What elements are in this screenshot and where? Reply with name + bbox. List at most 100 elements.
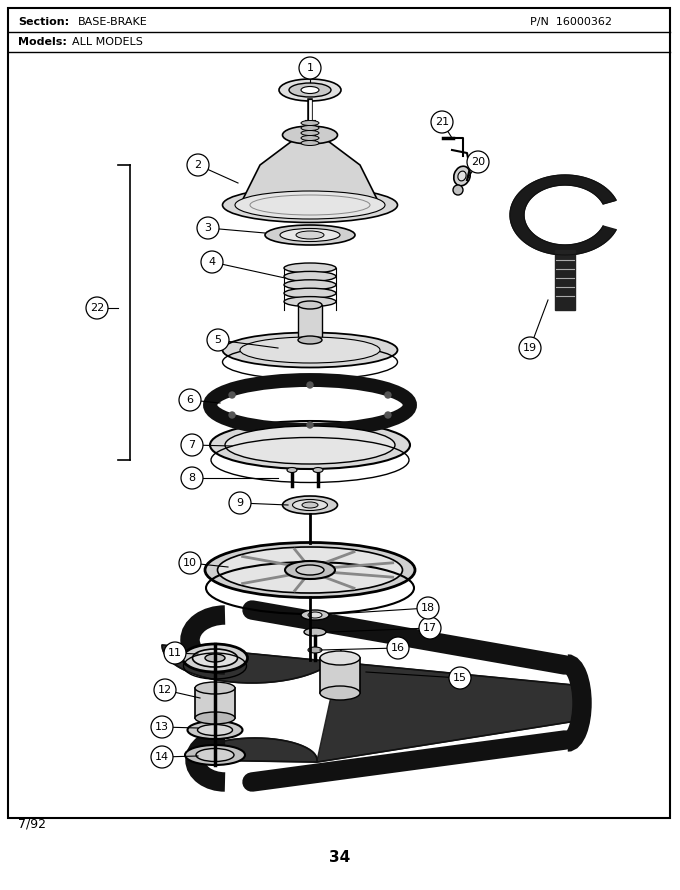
Ellipse shape: [301, 120, 319, 125]
Circle shape: [164, 642, 186, 664]
Polygon shape: [510, 175, 616, 255]
Text: BASE-BRAKE: BASE-BRAKE: [78, 17, 148, 27]
Circle shape: [385, 392, 391, 398]
Circle shape: [179, 389, 201, 411]
Ellipse shape: [284, 288, 336, 298]
Ellipse shape: [313, 467, 323, 473]
Circle shape: [229, 492, 251, 514]
Text: 6: 6: [186, 395, 194, 405]
Text: 7: 7: [188, 440, 196, 450]
Bar: [298, 305, 322, 340]
Circle shape: [179, 552, 201, 574]
Text: 10: 10: [183, 558, 197, 568]
Circle shape: [201, 251, 223, 273]
Ellipse shape: [301, 131, 319, 135]
Ellipse shape: [218, 547, 403, 593]
Text: 34: 34: [329, 851, 351, 865]
Text: 16: 16: [391, 643, 405, 653]
Ellipse shape: [185, 745, 245, 765]
Circle shape: [307, 422, 313, 428]
Text: 9: 9: [237, 498, 243, 508]
Circle shape: [229, 412, 235, 418]
Circle shape: [419, 617, 441, 639]
Ellipse shape: [192, 649, 237, 667]
Circle shape: [187, 154, 209, 176]
Ellipse shape: [222, 188, 398, 222]
Circle shape: [197, 217, 219, 239]
Text: 20: 20: [471, 157, 485, 167]
Circle shape: [453, 185, 463, 195]
Ellipse shape: [188, 721, 243, 739]
Text: 13: 13: [155, 722, 169, 732]
Ellipse shape: [296, 231, 324, 239]
Ellipse shape: [225, 426, 395, 464]
Ellipse shape: [320, 686, 360, 700]
Ellipse shape: [302, 502, 318, 508]
Ellipse shape: [205, 654, 225, 662]
Ellipse shape: [301, 141, 319, 145]
Text: 3: 3: [205, 223, 211, 233]
Ellipse shape: [210, 421, 410, 469]
Circle shape: [151, 716, 173, 738]
Ellipse shape: [235, 191, 385, 219]
Ellipse shape: [222, 333, 398, 368]
Text: 17: 17: [423, 623, 437, 633]
Text: 7/92: 7/92: [18, 818, 46, 830]
Circle shape: [151, 746, 173, 768]
Circle shape: [519, 337, 541, 359]
Circle shape: [181, 434, 203, 456]
Ellipse shape: [279, 79, 341, 101]
Text: 21: 21: [435, 117, 449, 127]
Text: 14: 14: [155, 752, 169, 762]
Ellipse shape: [196, 748, 234, 762]
Circle shape: [417, 597, 439, 619]
Text: 19: 19: [523, 343, 537, 353]
Text: 18: 18: [421, 603, 435, 613]
Text: 22: 22: [90, 303, 104, 313]
Text: 2: 2: [194, 160, 201, 170]
Circle shape: [385, 412, 391, 418]
Text: 4: 4: [209, 257, 216, 267]
Polygon shape: [162, 645, 583, 762]
Ellipse shape: [454, 166, 471, 186]
Ellipse shape: [296, 565, 324, 575]
Ellipse shape: [308, 612, 322, 618]
Ellipse shape: [182, 644, 248, 672]
Ellipse shape: [298, 301, 322, 309]
Ellipse shape: [308, 647, 322, 653]
Circle shape: [207, 329, 229, 351]
Ellipse shape: [320, 651, 360, 665]
Ellipse shape: [301, 610, 329, 620]
Ellipse shape: [292, 499, 328, 511]
Text: P/N  16000362: P/N 16000362: [530, 17, 612, 27]
Text: ALL MODELS: ALL MODELS: [72, 37, 143, 47]
Ellipse shape: [301, 86, 319, 93]
Ellipse shape: [205, 543, 415, 597]
Circle shape: [181, 467, 203, 489]
Ellipse shape: [301, 125, 319, 131]
Polygon shape: [240, 135, 380, 205]
Ellipse shape: [195, 712, 235, 724]
Bar: [195, 688, 235, 718]
Polygon shape: [555, 250, 575, 310]
Ellipse shape: [240, 337, 380, 363]
Circle shape: [299, 57, 321, 79]
Circle shape: [449, 667, 471, 689]
Ellipse shape: [284, 279, 336, 290]
Text: 12: 12: [158, 685, 172, 695]
Ellipse shape: [280, 229, 340, 241]
Circle shape: [431, 111, 453, 133]
Ellipse shape: [285, 561, 335, 579]
Ellipse shape: [458, 171, 466, 181]
Ellipse shape: [304, 628, 326, 636]
Ellipse shape: [284, 263, 336, 273]
Ellipse shape: [301, 135, 319, 141]
Circle shape: [86, 297, 108, 319]
Ellipse shape: [284, 296, 336, 306]
Ellipse shape: [284, 271, 336, 281]
Bar: [320, 658, 360, 693]
Text: 11: 11: [168, 648, 182, 658]
Ellipse shape: [287, 467, 297, 473]
Text: 8: 8: [188, 473, 196, 483]
Text: 15: 15: [453, 673, 467, 683]
